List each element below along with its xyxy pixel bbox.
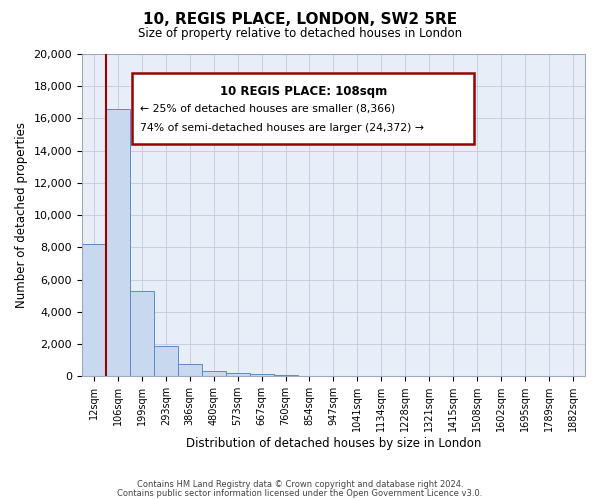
Bar — [106, 109, 130, 376]
Bar — [250, 374, 274, 376]
Text: ← 25% of detached houses are smaller (8,366): ← 25% of detached houses are smaller (8,… — [140, 104, 395, 114]
Y-axis label: Number of detached properties: Number of detached properties — [15, 122, 28, 308]
Bar — [178, 364, 202, 376]
Text: Size of property relative to detached houses in London: Size of property relative to detached ho… — [138, 28, 462, 40]
Bar — [202, 372, 226, 376]
X-axis label: Distribution of detached houses by size in London: Distribution of detached houses by size … — [186, 437, 481, 450]
FancyBboxPatch shape — [132, 74, 475, 144]
Bar — [82, 244, 106, 376]
Text: 74% of semi-detached houses are larger (24,372) →: 74% of semi-detached houses are larger (… — [140, 124, 424, 134]
Bar — [274, 375, 298, 376]
Text: 10 REGIS PLACE: 108sqm: 10 REGIS PLACE: 108sqm — [220, 84, 387, 98]
Text: Contains HM Land Registry data © Crown copyright and database right 2024.: Contains HM Land Registry data © Crown c… — [137, 480, 463, 489]
Bar — [154, 346, 178, 376]
Text: 10, REGIS PLACE, LONDON, SW2 5RE: 10, REGIS PLACE, LONDON, SW2 5RE — [143, 12, 457, 28]
Bar — [226, 374, 250, 376]
Bar — [130, 291, 154, 376]
Text: Contains public sector information licensed under the Open Government Licence v3: Contains public sector information licen… — [118, 488, 482, 498]
